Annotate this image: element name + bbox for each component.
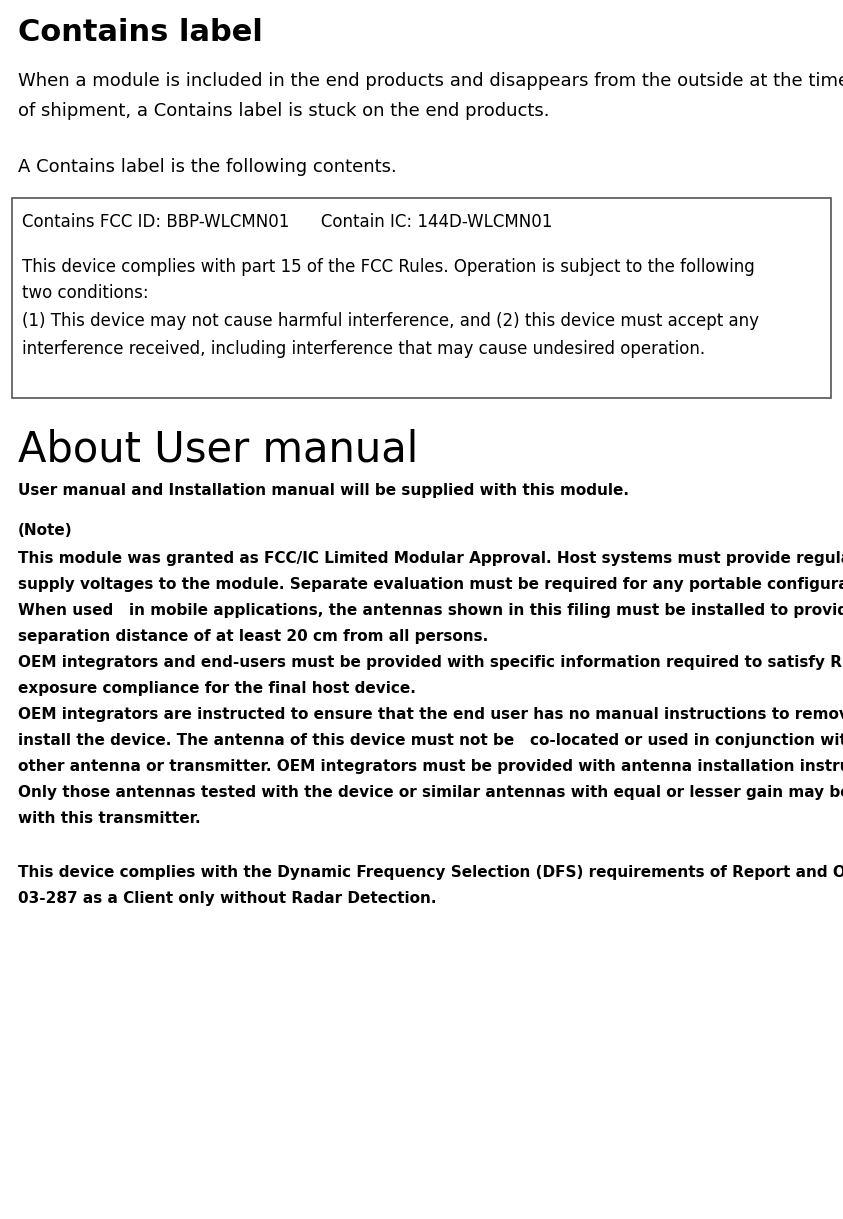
Text: User manual and Installation manual will be supplied with this module.: User manual and Installation manual will… — [18, 483, 629, 499]
Text: (1) This device may not cause harmful interference, and (2) this device must acc: (1) This device may not cause harmful in… — [22, 312, 759, 330]
Text: interference received, including interference that may cause undesired operation: interference received, including interfe… — [22, 340, 705, 358]
Text: of shipment, a Contains label is stuck on the end products.: of shipment, a Contains label is stuck o… — [18, 102, 550, 119]
Text: Only those antennas tested with the device or similar antennas with equal or les: Only those antennas tested with the devi… — [18, 785, 843, 800]
FancyBboxPatch shape — [12, 197, 831, 397]
Text: This module was granted as FCC/IC Limited Modular Approval. Host systems must pr: This module was granted as FCC/IC Limite… — [18, 551, 843, 566]
Text: OEM integrators and end-users must be provided with specific information require: OEM integrators and end-users must be pr… — [18, 655, 843, 670]
Text: install the device. The antenna of this device must not be   co-located or used : install the device. The antenna of this … — [18, 733, 843, 748]
Text: About User manual: About User manual — [18, 428, 418, 471]
Text: Contains label: Contains label — [18, 18, 263, 48]
Text: other antenna or transmitter. OEM integrators must be provided with antenna inst: other antenna or transmitter. OEM integr… — [18, 759, 843, 774]
Text: 03-287 as a Client only without Radar Detection.: 03-287 as a Client only without Radar De… — [18, 891, 437, 906]
Text: This device complies with part 15 of the FCC Rules. Operation is subject to the : This device complies with part 15 of the… — [22, 258, 754, 275]
Text: (Note): (Note) — [18, 523, 72, 538]
Text: two conditions:: two conditions: — [22, 284, 148, 302]
Text: Contains FCC ID: BBP-WLCMN01      Contain IC: 144D-WLCMN01: Contains FCC ID: BBP-WLCMN01 Contain IC:… — [22, 213, 552, 230]
Text: OEM integrators are instructed to ensure that the end user has no manual instruc: OEM integrators are instructed to ensure… — [18, 707, 843, 722]
Text: A Contains label is the following contents.: A Contains label is the following conten… — [18, 158, 397, 176]
Text: with this transmitter.: with this transmitter. — [18, 811, 201, 826]
Text: separation distance of at least 20 cm from all persons.: separation distance of at least 20 cm fr… — [18, 629, 488, 644]
Text: When a module is included in the end products and disappears from the outside at: When a module is included in the end pro… — [18, 72, 843, 90]
Text: supply voltages to the module. Separate evaluation must be required for any port: supply voltages to the module. Separate … — [18, 577, 843, 592]
Text: When used   in mobile applications, the antennas shown in this filing must be in: When used in mobile applications, the an… — [18, 603, 843, 618]
Text: This device complies with the Dynamic Frequency Selection (DFS) requirements of : This device complies with the Dynamic Fr… — [18, 865, 843, 880]
Text: exposure compliance for the final host device.: exposure compliance for the final host d… — [18, 681, 416, 696]
